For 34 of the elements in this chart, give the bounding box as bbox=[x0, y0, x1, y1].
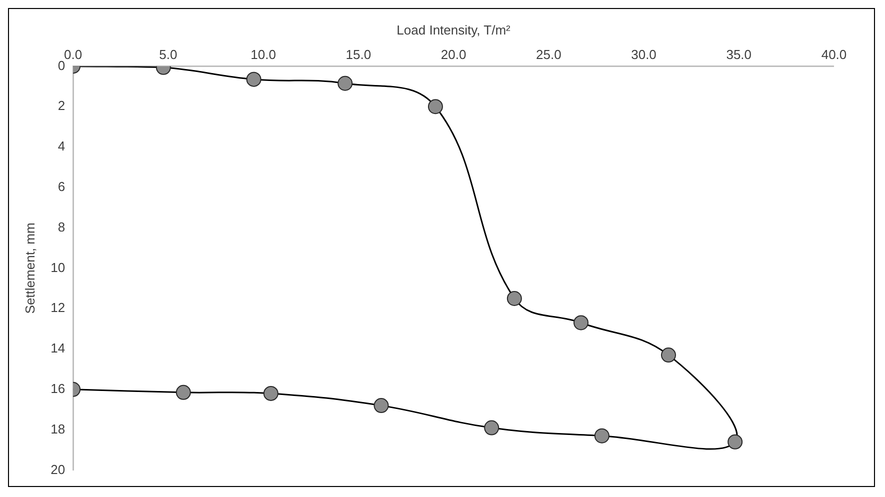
x-tick-label: 15.0 bbox=[346, 46, 372, 62]
y-tick-label: 10 bbox=[50, 260, 66, 275]
point bbox=[338, 76, 353, 91]
x-tick-label: 25.0 bbox=[536, 46, 562, 62]
y-tick-label: 20 bbox=[50, 462, 66, 477]
point bbox=[176, 384, 191, 400]
point bbox=[246, 72, 262, 87]
x-tick-label: 40.0 bbox=[821, 46, 847, 62]
y-tick-label: 12 bbox=[50, 300, 66, 316]
point bbox=[428, 99, 443, 114]
point bbox=[594, 428, 610, 444]
y-axis-title: Settlement, mm bbox=[22, 222, 38, 314]
point bbox=[374, 398, 389, 414]
y-tick-label: 18 bbox=[50, 421, 66, 436]
point bbox=[506, 291, 522, 306]
point bbox=[263, 386, 278, 401]
y-tick-label: 4 bbox=[58, 138, 66, 154]
y-tick-label: 6 bbox=[58, 178, 66, 194]
x-tick-label: 5.0 bbox=[159, 46, 178, 62]
y-tick-label: 0 bbox=[58, 58, 66, 73]
y-tick-label: 14 bbox=[50, 340, 66, 356]
x-tick-label: 35.0 bbox=[726, 46, 752, 62]
point bbox=[728, 434, 743, 450]
y-tick-label: 8 bbox=[58, 219, 66, 234]
point bbox=[660, 348, 676, 363]
x-axis-title: Load Intensity, T/m² bbox=[396, 22, 512, 38]
x-tick-label: 0.0 bbox=[64, 46, 82, 62]
y-tick-label: 2 bbox=[58, 98, 66, 114]
x-tick-label: 10.0 bbox=[250, 46, 276, 62]
x-tick-label: 30.0 bbox=[631, 46, 656, 62]
point bbox=[573, 315, 588, 330]
point bbox=[484, 420, 500, 436]
y-tick-label: 16 bbox=[50, 380, 66, 396]
x-tick-label: 20.0 bbox=[440, 46, 466, 62]
